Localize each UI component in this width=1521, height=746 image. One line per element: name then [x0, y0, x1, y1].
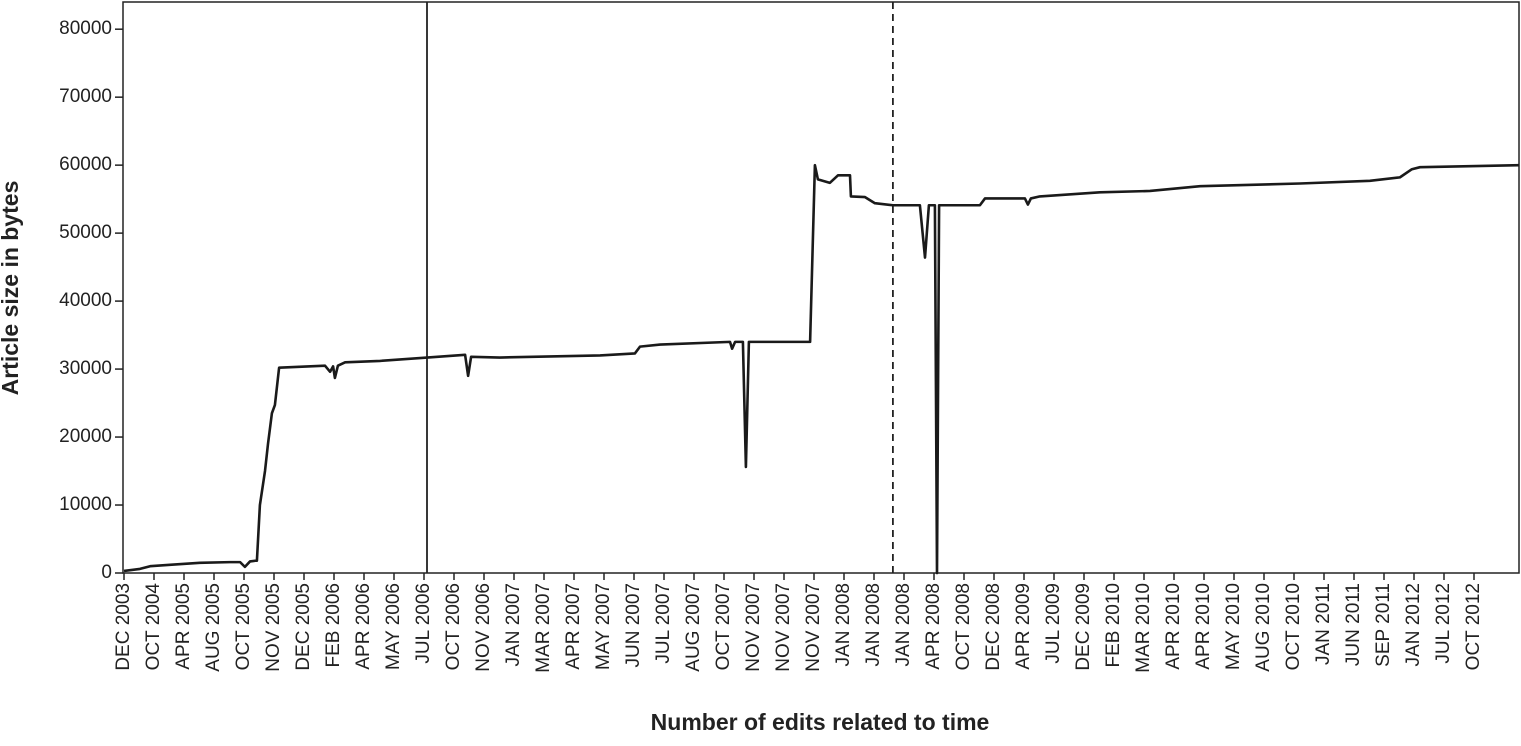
x-tick-label: NOV 2005	[263, 583, 284, 672]
x-tick-label: DEC 2008	[983, 583, 1004, 671]
x-tick-label: JUN 2007	[623, 583, 644, 668]
x-tick-label: MAY 2006	[383, 583, 404, 670]
x-tick-label: APR 2007	[563, 583, 584, 670]
y-tick-label: 50000	[59, 222, 112, 243]
x-tick-label: NOV 2006	[473, 583, 494, 672]
x-tick-label: JAN 2007	[503, 583, 524, 666]
x-tick-label: JUL 2006	[413, 583, 434, 664]
x-tick-label: OCT 2012	[1463, 583, 1484, 670]
x-tick-label: JAN 2008	[893, 583, 914, 666]
x-tick-label: APR 2009	[1013, 583, 1034, 670]
y-tick-label: 30000	[59, 358, 112, 379]
x-tick-label: APR 2010	[1163, 583, 1184, 670]
x-tick-label: APR 2005	[173, 583, 194, 670]
x-tick-label: MAR 2007	[533, 583, 554, 673]
x-tick-label: JUL 2012	[1433, 583, 1454, 664]
x-tick-label: SEP 2011	[1373, 583, 1394, 667]
x-tick-label: FEB 2006	[323, 583, 344, 668]
x-tick-label: JAN 2011	[1313, 583, 1334, 665]
x-tick-label: AUG 2005	[203, 583, 224, 672]
x-tick-label: JAN 2008	[863, 583, 884, 666]
x-tick-label: OCT 2010	[1283, 583, 1304, 670]
y-tick-label: 70000	[59, 86, 112, 107]
x-tick-label: NOV 2007	[773, 583, 794, 672]
x-tick-label: DEC 2009	[1073, 583, 1094, 671]
y-tick-label: 20000	[59, 426, 112, 447]
x-tick-label: DEC 2005	[293, 583, 314, 671]
y-tick-label: 60000	[59, 154, 112, 175]
y-axis-title: Article size in bytes	[0, 181, 23, 396]
x-tick-label: DEC 2003	[113, 583, 134, 671]
x-tick-label: OCT 2007	[713, 583, 734, 670]
data-line	[123, 163, 1520, 575]
x-tick-label: APR 2010	[1193, 583, 1214, 670]
x-tick-label: JUN 2011	[1343, 583, 1364, 666]
x-tick-label: FEB 2010	[1103, 583, 1124, 668]
y-tick-label: 80000	[59, 18, 112, 39]
x-tick-label: NOV 2007	[803, 583, 824, 672]
x-tick-label: OCT 2004	[143, 583, 164, 671]
x-tick-label: APR 2008	[923, 583, 944, 670]
x-axis-title: Number of edits related to time	[651, 709, 990, 735]
x-tick-label: MAY 2007	[593, 583, 614, 670]
x-tick-label: JAN 2008	[833, 583, 854, 666]
x-tick-label: JUL 2009	[1043, 583, 1064, 664]
x-tick-label: MAR 2010	[1133, 583, 1154, 673]
x-tick-label: APR 2006	[353, 583, 374, 670]
x-tick-label: OCT 2005	[233, 583, 254, 670]
plot-frame	[122, 1, 1520, 574]
x-tick-label: JUL 2007	[653, 583, 674, 664]
x-tick-label: JAN 2012	[1403, 583, 1424, 666]
y-tick-label: 10000	[59, 494, 112, 515]
x-tick-label: MAY 2010	[1223, 583, 1244, 670]
x-tick-label: OCT 2008	[953, 583, 974, 670]
x-tick-label: NOV 2007	[743, 583, 764, 672]
x-tick-label: AUG 2010	[1253, 583, 1274, 672]
x-tick-label: AUG 2007	[683, 583, 704, 672]
x-tick-label: OCT 2006	[443, 583, 464, 670]
y-tick-label: 0	[101, 562, 112, 583]
y-tick-label: 40000	[59, 290, 112, 311]
